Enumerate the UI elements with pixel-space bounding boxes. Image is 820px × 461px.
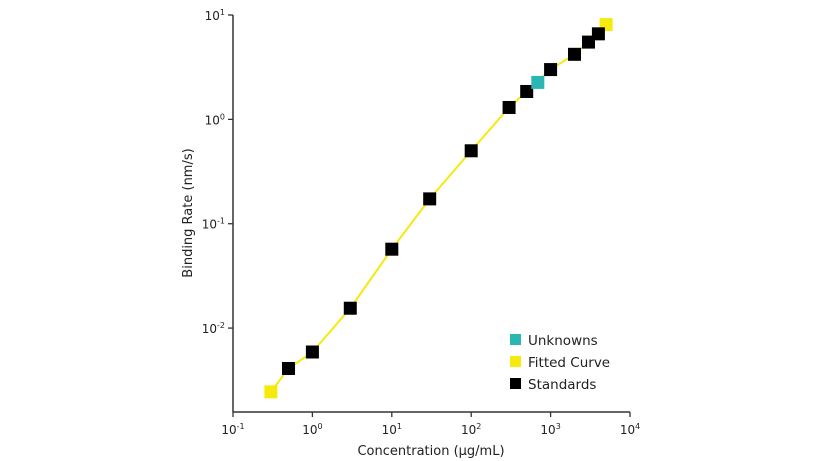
x-tick-label: 100 [302, 422, 322, 437]
y-tick-label: 10-2 [202, 321, 225, 336]
plot-marks [264, 18, 613, 399]
x-axis-label: Concentration (µg/mL) [357, 444, 504, 459]
y-axis-label: Binding Rate (nm/s) [181, 148, 196, 277]
legend-label: Unknowns [528, 333, 598, 349]
standard-point [520, 84, 534, 98]
standard-point [281, 361, 295, 375]
y-tick-label: 10-1 [202, 217, 225, 232]
standard-point [385, 242, 399, 256]
legend: Unknowns Fitted Curve Standards [510, 333, 610, 393]
unknown-point [531, 75, 545, 89]
y-tick-label: 100 [205, 112, 225, 127]
standard-point [568, 47, 582, 61]
x-tick-label: 10-1 [221, 422, 244, 437]
standard-point [464, 144, 478, 158]
y-tick-label: 101 [205, 8, 225, 23]
legend-label: Standards [528, 377, 596, 393]
axis-ticks: 10-1 100 101 102 103 104 10-2 10-1 100 101 [202, 8, 640, 437]
legend-label: Fitted Curve [528, 355, 610, 371]
x-tick-label: 103 [540, 422, 560, 437]
standard-point [502, 100, 516, 114]
legend-swatch-fitted-curve [510, 356, 521, 367]
legend-swatch-unknowns [510, 334, 521, 345]
x-tick-label: 102 [461, 422, 481, 437]
legend-swatch-standards [510, 378, 521, 389]
x-tick-label: 101 [382, 422, 402, 437]
standard-point [343, 301, 357, 315]
standard-point [305, 345, 319, 359]
standard-point [423, 192, 437, 206]
fitted-curve-point [264, 385, 278, 399]
standard-point [581, 35, 595, 49]
standard-point [544, 63, 558, 77]
x-tick-label: 104 [620, 422, 640, 437]
standard-point [591, 27, 605, 41]
